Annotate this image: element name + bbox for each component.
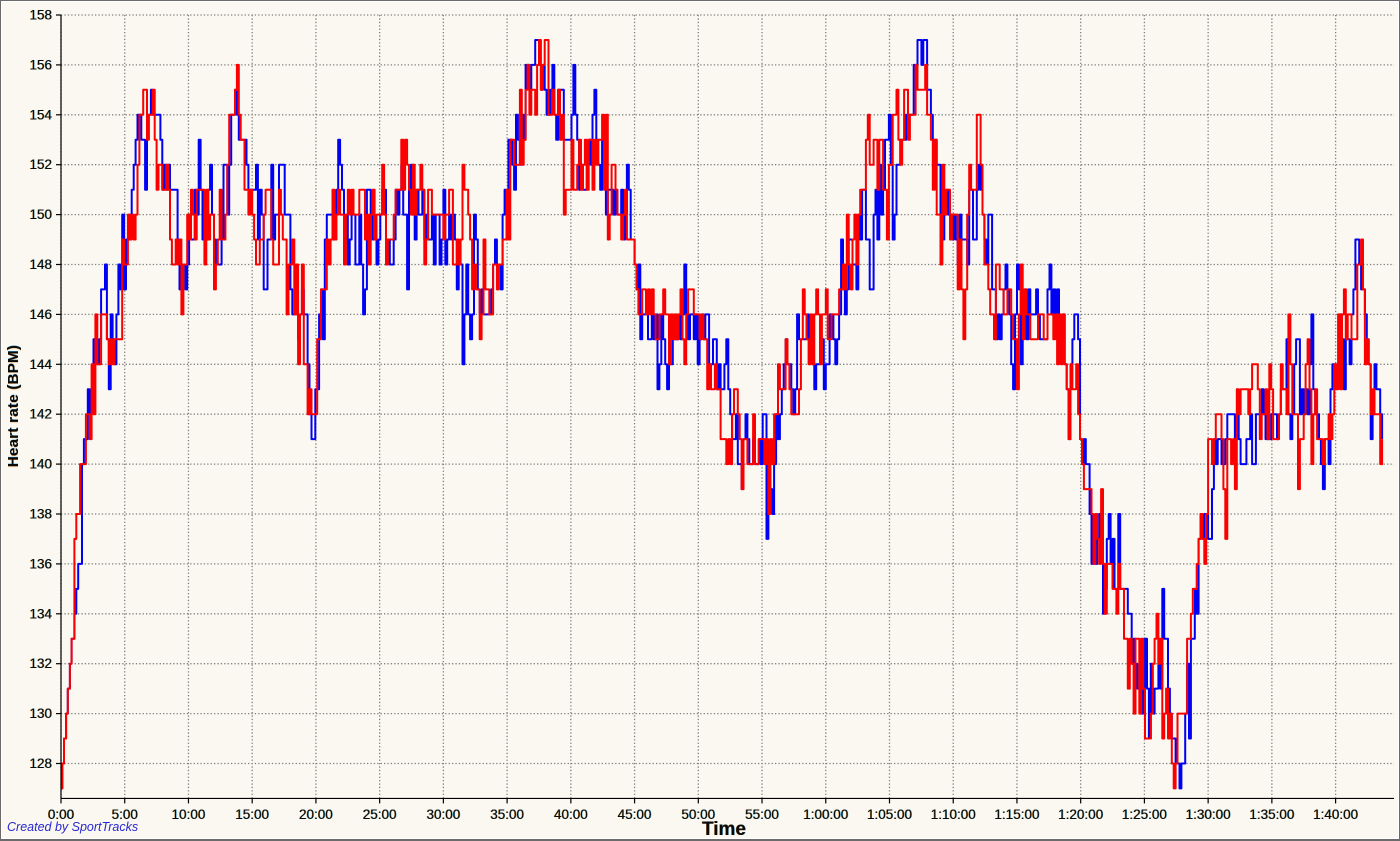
svg-text:1:15:00: 1:15:00 xyxy=(994,807,1039,822)
svg-text:152: 152 xyxy=(29,157,52,172)
svg-text:138: 138 xyxy=(29,507,52,522)
svg-text:40:00: 40:00 xyxy=(554,807,588,822)
svg-text:1:20:00: 1:20:00 xyxy=(1058,807,1103,822)
svg-text:1:00:00: 1:00:00 xyxy=(803,807,848,822)
svg-text:148: 148 xyxy=(29,257,52,272)
svg-text:156: 156 xyxy=(29,57,52,72)
svg-text:142: 142 xyxy=(29,407,52,422)
svg-text:144: 144 xyxy=(29,357,52,372)
svg-text:154: 154 xyxy=(29,107,52,122)
svg-text:55:00: 55:00 xyxy=(745,807,779,822)
svg-text:150: 150 xyxy=(29,207,52,222)
svg-text:128: 128 xyxy=(29,756,52,771)
svg-text:136: 136 xyxy=(29,556,52,571)
svg-text:158: 158 xyxy=(29,8,52,23)
svg-text:134: 134 xyxy=(29,606,52,621)
svg-text:1:40:00: 1:40:00 xyxy=(1313,807,1358,822)
svg-text:15:00: 15:00 xyxy=(235,807,269,822)
svg-text:130: 130 xyxy=(29,706,52,721)
svg-text:1:10:00: 1:10:00 xyxy=(931,807,976,822)
svg-text:45:00: 45:00 xyxy=(618,807,652,822)
svg-text:25:00: 25:00 xyxy=(363,807,397,822)
svg-text:146: 146 xyxy=(29,307,52,322)
svg-text:140: 140 xyxy=(29,457,52,472)
svg-text:1:35:00: 1:35:00 xyxy=(1249,807,1294,822)
svg-text:1:25:00: 1:25:00 xyxy=(1122,807,1167,822)
svg-text:20:00: 20:00 xyxy=(299,807,333,822)
svg-text:1:30:00: 1:30:00 xyxy=(1186,807,1231,822)
svg-text:1:05:00: 1:05:00 xyxy=(867,807,912,822)
svg-text:30:00: 30:00 xyxy=(426,807,460,822)
svg-text:35:00: 35:00 xyxy=(490,807,524,822)
svg-text:10:00: 10:00 xyxy=(172,807,206,822)
svg-text:132: 132 xyxy=(29,656,52,671)
